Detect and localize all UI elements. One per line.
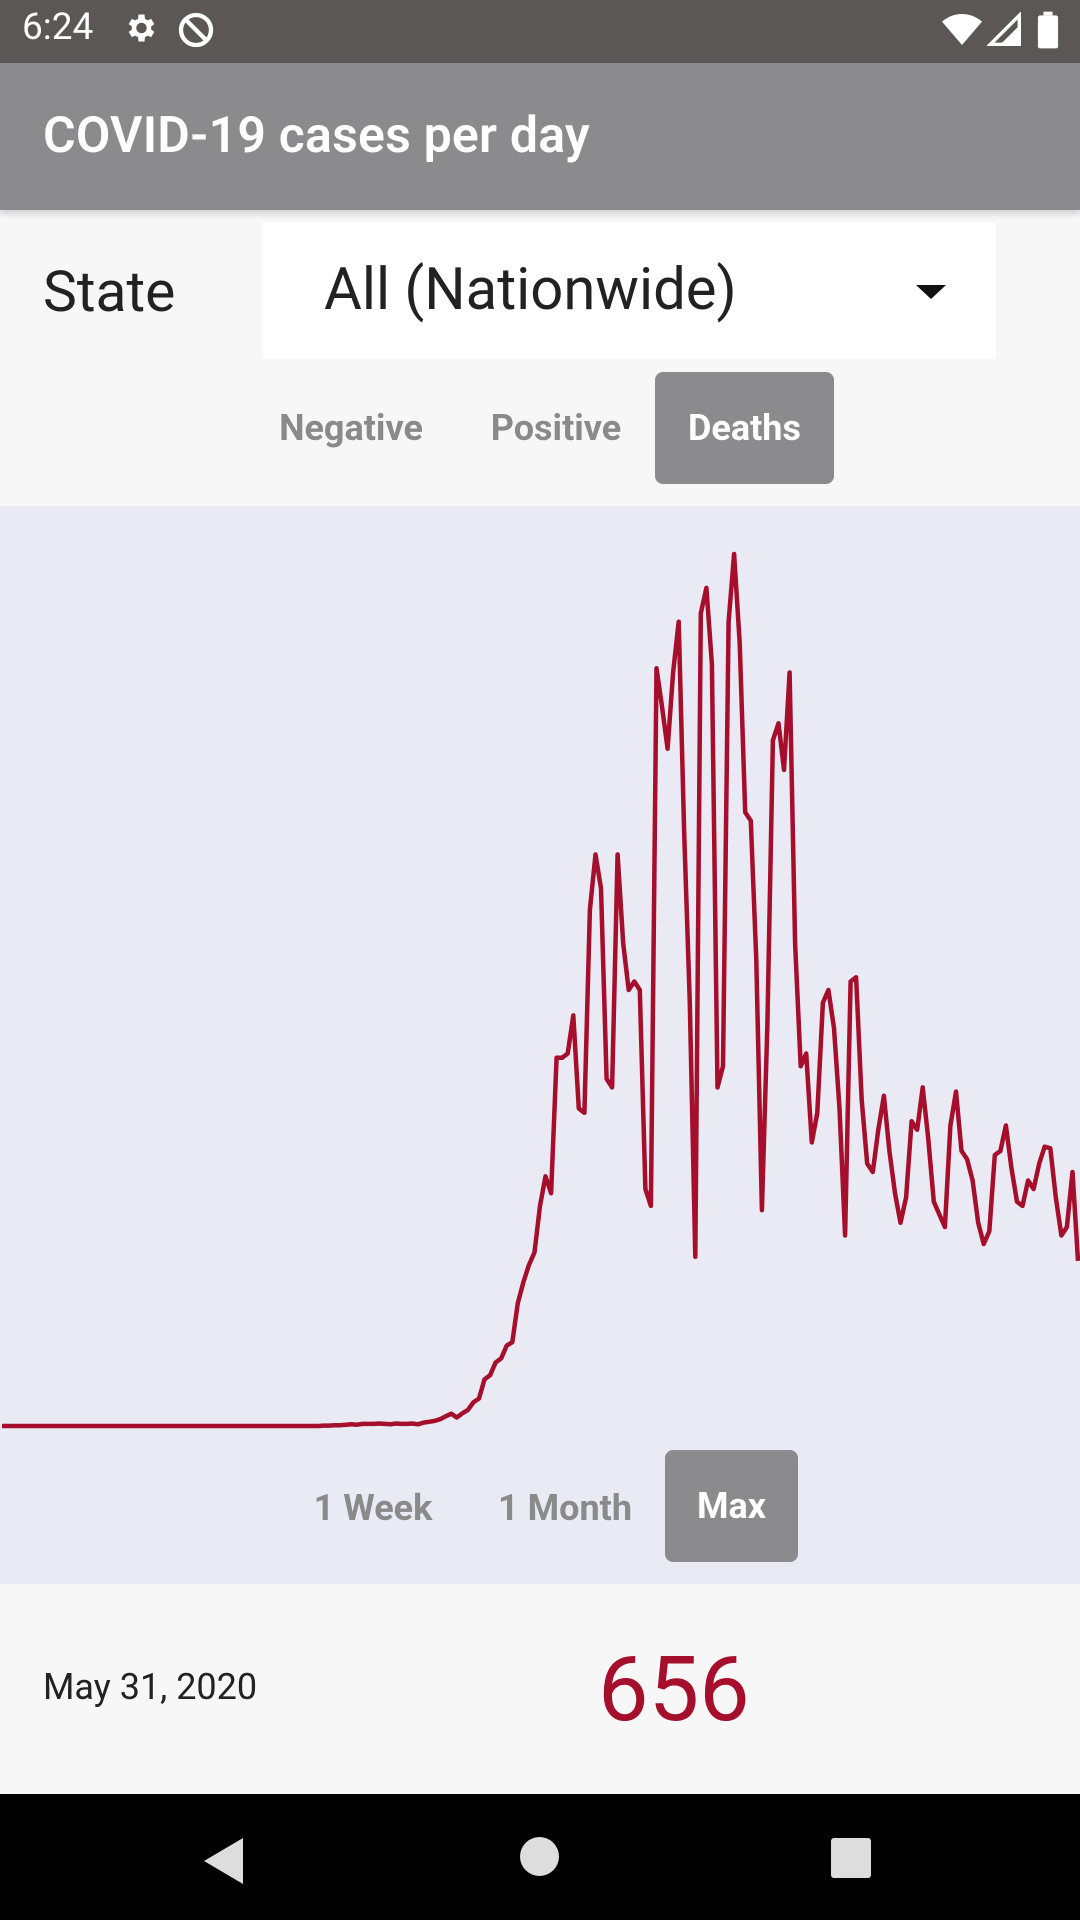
battery-icon xyxy=(1037,11,1059,53)
selected-value: 656 xyxy=(598,1637,750,1742)
selected-date: May 31, 2020 xyxy=(43,1666,258,1708)
tab-deaths-label: Deaths xyxy=(688,407,801,449)
signal-icon xyxy=(986,11,1021,50)
navigation-bar xyxy=(0,1794,1080,1920)
state-dropdown[interactable]: All (Nationwide) xyxy=(262,222,996,359)
gear-icon xyxy=(122,10,158,50)
state-selected-value: All (Nationwide) xyxy=(324,256,737,324)
recents-icon[interactable] xyxy=(831,1838,871,1878)
chart-area[interactable] xyxy=(0,506,1080,1584)
deaths-line-chart[interactable] xyxy=(0,506,1080,1584)
tab-max[interactable]: Max xyxy=(665,1450,798,1562)
tab-negative[interactable]: Negative xyxy=(266,372,436,484)
tab-max-label: Max xyxy=(696,1485,767,1527)
deaths-series-line xyxy=(2,551,1080,1429)
wifi-icon xyxy=(942,12,982,52)
tab-negative-label: Negative xyxy=(279,407,423,449)
data-saver-icon xyxy=(176,10,216,54)
home-icon[interactable] xyxy=(520,1837,559,1876)
app-bar: COVID-19 cases per day xyxy=(0,63,1080,210)
page-title: COVID-19 cases per day xyxy=(43,107,590,165)
status-bar: 6:24 xyxy=(0,0,1080,63)
tab-1-month[interactable]: 1 Month xyxy=(485,1452,645,1564)
tab-positive-label: Positive xyxy=(490,407,622,449)
state-label: State xyxy=(43,258,176,325)
tab-deaths[interactable]: Deaths xyxy=(655,372,834,484)
tab-1-week-label: 1 Week xyxy=(313,1487,433,1529)
tab-1-week[interactable]: 1 Week xyxy=(303,1452,443,1564)
tab-1-month-label: 1 Month xyxy=(498,1487,632,1529)
back-icon[interactable] xyxy=(204,1838,243,1884)
status-time: 6:24 xyxy=(22,6,94,49)
tab-positive[interactable]: Positive xyxy=(470,372,642,484)
dropdown-arrow-icon xyxy=(916,285,946,299)
